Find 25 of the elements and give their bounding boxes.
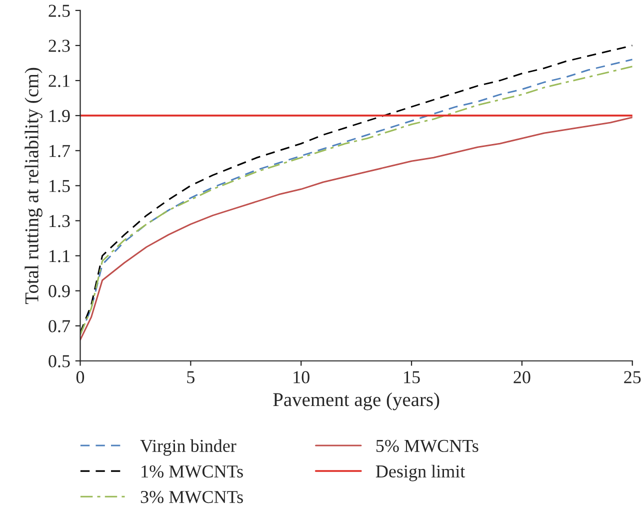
y-tick-label: 2.1 <box>48 74 70 88</box>
legend-label: Design limit <box>376 464 466 482</box>
y-tick-label: 1.9 <box>50 110 70 122</box>
x-tick-label: 0 <box>76 371 84 384</box>
line-series <box>80 116 632 341</box>
y-tick-label: 0.5 <box>48 355 70 368</box>
x-tick-label: 5 <box>187 371 194 384</box>
x-tick-label: 25 <box>624 371 641 384</box>
y-tick-label: 0.9 <box>48 285 70 298</box>
y-tick-label: 2.5 <box>48 4 70 17</box>
y-tick-label: 1.3 <box>50 215 70 228</box>
x-tick-label: 15 <box>404 371 420 384</box>
legend-label: 3% MWCNTs <box>140 490 243 504</box>
y-tick-label: 0.7 <box>48 320 70 332</box>
y-tick-label: 1.5 <box>50 180 70 192</box>
x-tick-label: 10 <box>294 371 310 384</box>
legend-label: Virgin binder <box>140 439 236 456</box>
legend-label: 5% MWCNTs <box>376 440 478 452</box>
y-tick-label: 2.3 <box>48 40 70 52</box>
legend-label: 1% MWCNTs <box>142 465 243 478</box>
y-tick-label: 1.1 <box>50 250 70 262</box>
y-tick-label: 1.7 <box>50 144 70 158</box>
y-axis-title: Total rutting at reliability (cm) <box>24 68 42 304</box>
x-axis-title: Pavement age (years) <box>273 392 440 410</box>
x-tick-label: 20 <box>514 371 530 384</box>
